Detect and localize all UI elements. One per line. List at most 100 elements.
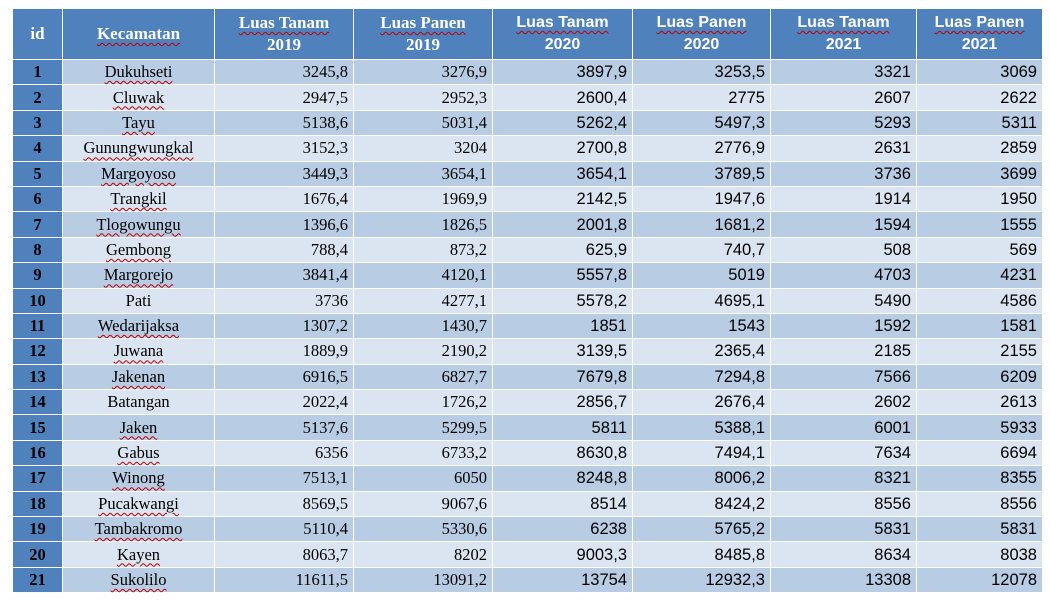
- cell-luas-panen-2019: 1726,2: [353, 389, 493, 416]
- cell-luas-panen-2019: 6733,2: [353, 439, 493, 467]
- cell-id: 4: [12, 135, 63, 162]
- table-row: 13 Jakenan 6916,5 6827,7 7679,8 7294,8 7566 620…: [12, 363, 1043, 391]
- cell-luas-panen-2021: 6209: [916, 363, 1043, 391]
- cell-id: 19: [12, 516, 63, 543]
- kecamatan-name: Tlogowungu: [96, 214, 181, 234]
- header-label: Luas Panen: [656, 14, 747, 31]
- cell-luas-tanam-2019: 788,4: [214, 236, 354, 264]
- cell-luas-tanam-2021: 8321: [770, 465, 917, 492]
- cell-luas-panen-2020: 12932,3: [632, 566, 771, 594]
- kecamatan-name: Batangan: [107, 392, 170, 412]
- cell-luas-panen-2021: 6694: [916, 439, 1043, 467]
- cell-luas-tanam-2021: 6001: [770, 414, 917, 441]
- cell-luas-panen-2021: 569: [916, 236, 1043, 264]
- cell-kecamatan: Gunungwungkal: [62, 135, 215, 162]
- table-row: 6 Trangkil 1676,4 1969,9 2142,5 1947,6 1914 195…: [12, 185, 1043, 213]
- cell-luas-tanam-2021: 3321: [770, 58, 917, 86]
- cell-kecamatan: Kayen: [62, 541, 215, 568]
- cell-luas-tanam-2021: 2185: [770, 338, 917, 365]
- cell-luas-tanam-2021: 2607: [770, 84, 917, 111]
- cell-id: 16: [12, 439, 63, 467]
- kecamatan-name: Dukuhseti: [104, 62, 173, 82]
- cell-luas-tanam-2019: 7513,1: [214, 465, 354, 492]
- cell-id: 6: [12, 185, 63, 213]
- cell-luas-panen-2021: 1950: [916, 185, 1043, 213]
- cell-kecamatan: Margorejo: [62, 262, 215, 289]
- cell-kecamatan: Tambakromo: [62, 516, 215, 543]
- cell-luas-tanam-2019: 1396,6: [214, 211, 354, 238]
- cell-luas-tanam-2020: 5262,4: [492, 109, 633, 137]
- cell-luas-tanam-2019: 2022,4: [214, 389, 354, 416]
- table-row: 12 Juwana 1889,9 2190,2 3139,5 2365,4 2185 2155: [12, 338, 1043, 365]
- table-row: 15 Jaken 5137,6 5299,5 5811 5388,1 6001 5933: [12, 414, 1043, 441]
- cell-kecamatan: Tlogowungu: [62, 211, 215, 238]
- cell-id: 10: [12, 287, 63, 314]
- header-luas-panen-2020: Luas Panen 2020: [632, 8, 771, 60]
- table-row: 9 Margorejo 3841,4 4120,1 5557,8 5019 4703 4231: [12, 262, 1043, 289]
- cell-id: 18: [12, 490, 63, 518]
- cell-luas-tanam-2020: 5811: [492, 414, 633, 441]
- header-row: id Kecamatan Luas Tanam 2019 Luas Panen 20…: [12, 8, 1043, 60]
- header-luas-tanam-2020: Luas Tanam 2020: [492, 8, 633, 60]
- cell-luas-tanam-2019: 8063,7: [214, 541, 354, 568]
- cell-luas-tanam-2020: 2001,8: [492, 211, 633, 238]
- cell-id: 3: [12, 109, 63, 137]
- cell-kecamatan: Tayu: [62, 109, 215, 137]
- cell-luas-tanam-2019: 6916,5: [214, 363, 354, 391]
- cell-luas-tanam-2019: 5137,6: [214, 414, 354, 441]
- table-row: 21 Sukolilo 11611,5 13091,2 13754 12932,3 1330…: [12, 566, 1043, 594]
- cell-luas-panen-2020: 2776,9: [632, 135, 771, 162]
- cell-id: 9: [12, 262, 63, 289]
- table-body: 1 Dukuhseti 3245,8 3276,9 3897,9 3253,5 3321 30…: [12, 58, 1043, 594]
- cell-luas-tanam-2021: 8634: [770, 541, 917, 568]
- kecamatan-name: Jaken: [119, 417, 158, 437]
- kecamatan-name: Wedarijaksa: [97, 316, 180, 336]
- table-row: 17 Winong 7513,1 6050 8248,8 8006,2 8321 8355: [12, 465, 1043, 492]
- cell-luas-tanam-2020: 5557,8: [492, 262, 633, 289]
- cell-id: 20: [12, 541, 63, 568]
- cell-luas-panen-2019: 13091,2: [353, 566, 493, 594]
- cell-luas-panen-2020: 8424,2: [632, 490, 771, 518]
- cell-luas-panen-2021: 8355: [916, 465, 1043, 492]
- cell-luas-panen-2019: 1969,9: [353, 185, 493, 213]
- cell-luas-tanam-2019: 3152,3: [214, 135, 354, 162]
- header-label: Luas Panen: [380, 13, 466, 32]
- cell-luas-panen-2020: 3789,5: [632, 160, 771, 187]
- table-row: 8 Gembong 788,4 873,2 625,9 740,7 508 569: [12, 236, 1043, 264]
- cell-id: 13: [12, 363, 63, 391]
- cell-luas-panen-2020: 740,7: [632, 236, 771, 264]
- cell-luas-panen-2020: 8006,2: [632, 465, 771, 492]
- cell-luas-tanam-2019: 6356: [214, 439, 354, 467]
- cell-kecamatan: Dukuhseti: [62, 58, 215, 86]
- cell-luas-panen-2021: 2155: [916, 338, 1043, 365]
- header-year: 2021: [825, 36, 862, 53]
- cell-id: 21: [12, 566, 63, 594]
- cell-luas-tanam-2021: 3736: [770, 160, 917, 187]
- cell-luas-panen-2021: 5311: [916, 109, 1043, 137]
- cell-luas-tanam-2019: 1307,2: [214, 312, 354, 340]
- kecamatan-name: Margorejo: [103, 265, 174, 285]
- cell-luas-tanam-2020: 8630,8: [492, 439, 633, 467]
- cell-luas-panen-2020: 2775: [632, 84, 771, 111]
- cell-kecamatan: Juwana: [62, 338, 215, 365]
- header-year: 2019: [406, 35, 440, 54]
- cell-luas-tanam-2020: 2600,4: [492, 84, 633, 111]
- header-year: 2021: [961, 36, 998, 53]
- cell-luas-panen-2021: 2613: [916, 389, 1043, 416]
- cell-id: 12: [12, 338, 63, 365]
- cell-luas-tanam-2020: 2142,5: [492, 185, 633, 213]
- cell-luas-panen-2021: 8038: [916, 541, 1043, 568]
- header-year: 2019: [267, 35, 301, 54]
- kecamatan-name: Juwana: [113, 341, 164, 361]
- cell-luas-tanam-2020: 8248,8: [492, 465, 633, 492]
- cell-luas-panen-2019: 2190,2: [353, 338, 493, 365]
- header-label: Luas Tanam: [797, 14, 890, 31]
- cell-id: 17: [12, 465, 63, 492]
- table-row: 7 Tlogowungu 1396,6 1826,5 2001,8 1681,2 1594 1…: [12, 211, 1043, 238]
- cell-id: 1: [12, 58, 63, 86]
- cell-luas-tanam-2019: 1889,9: [214, 338, 354, 365]
- cell-luas-tanam-2020: 3654,1: [492, 160, 633, 187]
- kecamatan-name: Gabus: [117, 443, 160, 463]
- cell-luas-panen-2019: 3204: [353, 135, 493, 162]
- cell-luas-panen-2020: 1947,6: [632, 185, 771, 213]
